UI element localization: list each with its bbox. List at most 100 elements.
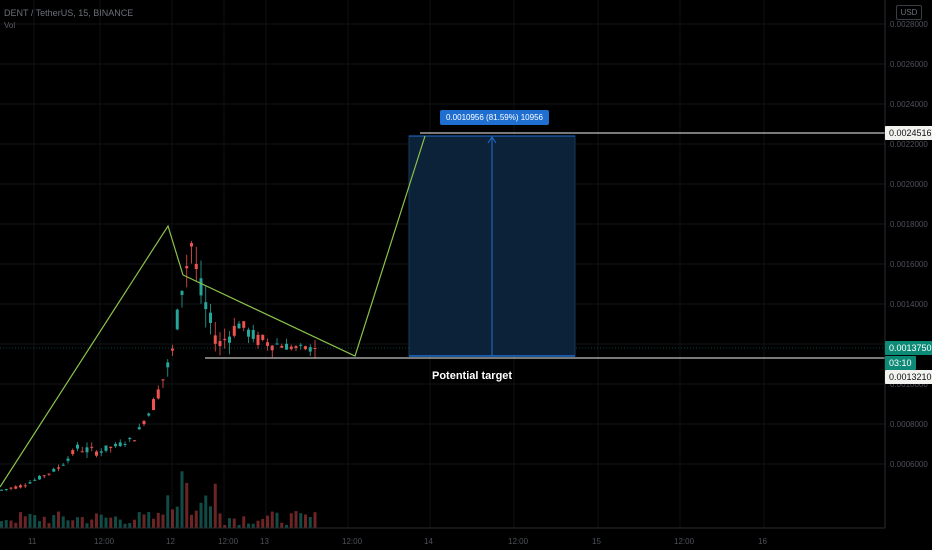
candle-body [209,312,212,323]
volume-bar [42,516,46,528]
price-tick-label: 0.0008000 [890,420,928,429]
candle-body [28,482,32,484]
candle-body [218,341,222,347]
candle-body [190,243,193,247]
volume-bar [66,520,70,528]
price-tick-label: 0.0024000 [890,100,928,109]
time-tick-label: 13 [260,537,269,546]
upper-target-price-tag: 0.0024516 [885,126,932,140]
volume-bar [232,518,236,528]
candle-body [109,446,113,448]
volume-bar [0,521,3,528]
symbol-header: DENT / TetherUS, 15, BINANCE [4,8,134,18]
time-tick-label: 12:00 [674,537,695,546]
candle-body [0,489,3,491]
candle-body [285,343,288,350]
candle-body [247,329,250,337]
volume-bar [147,512,151,528]
current-price-tag: 0.0013750 [885,341,932,355]
volume-bar [280,522,284,528]
volume-bar [61,516,65,528]
pennant-pattern-lines [0,135,426,488]
volume-bar [175,506,179,528]
candle-body [156,389,160,399]
volume-bar [128,523,132,528]
candle-body [104,445,108,451]
candle-body [128,437,132,440]
volume-bar [223,524,227,528]
volume-bar [156,512,160,528]
candle-body [275,343,279,345]
candle-body [14,486,18,489]
volume-bar [218,513,222,528]
time-tick-label: 12:00 [508,537,529,546]
price-tick-label: 0.0010000 [890,380,928,389]
candle-body [85,447,89,453]
volume-bar [80,517,84,528]
volume-bar [95,513,98,528]
support-price-tag: 0.0013210 [885,370,932,384]
volume-bar [33,515,37,528]
candle-body [256,334,260,345]
volume-bar [289,513,293,528]
candle-body [242,321,246,328]
volume-bar [209,506,212,528]
volume-bar [9,520,13,528]
volume-bar [161,514,165,528]
volume-bar [194,510,198,528]
price-tick-label: 0.0016000 [890,260,928,269]
volume-bar [256,520,260,528]
price-tick-label: 0.0022000 [890,140,928,149]
time-tick-label: 12:00 [218,537,239,546]
volume-bar [85,523,89,528]
volume-bar [114,516,117,528]
currency-settings-button[interactable]: USD [896,5,922,20]
candle-body [4,488,8,490]
volume-bar [109,517,113,528]
volume-bar [251,523,255,528]
volume-bar [204,495,208,528]
candle-body [228,336,231,343]
candle-body [61,464,65,466]
volume-bar [47,523,51,528]
volume-bar [304,514,307,528]
time-axis: 11 12:00 12 12:00 13 12:00 14 12:00 15 12:00 16 [0,527,885,546]
price-tick-label: 0.0028000 [890,20,928,29]
candle-body [194,263,198,270]
candle-body [19,485,22,488]
candle-body [171,348,174,351]
price-tick-label: 0.0018000 [890,220,928,229]
candle-body [71,450,75,455]
candle-body [99,451,103,453]
price-tick-label: 0.0006000 [890,460,928,469]
candle-body [90,446,94,448]
volume-bar [23,516,27,528]
time-tick-label: 12:00 [342,537,363,546]
volume-bar [137,512,141,528]
volume-bar [14,522,18,528]
candle-body [161,379,165,381]
volume-bar [199,502,203,528]
candle-body [299,344,303,346]
volume-bar [57,511,60,528]
volume-bar [299,513,303,528]
candle-body [266,342,269,346]
candle-body [23,485,27,487]
candle-body [166,362,170,368]
volume-bar [166,495,170,528]
candle-body [199,278,203,296]
candle-body [142,421,146,425]
volume-bar [52,515,56,528]
volume-bar [99,514,103,528]
candle-body [123,443,127,445]
volume-bar [152,518,155,528]
candle-body [313,348,317,349]
volume-bar [71,520,75,528]
volume-bar [19,512,22,528]
volume-bar [313,512,317,528]
time-tick-label: 11 [28,537,37,546]
volume-label: Vol [4,21,16,30]
volume-bar [237,524,241,528]
volume-bar [242,516,246,528]
